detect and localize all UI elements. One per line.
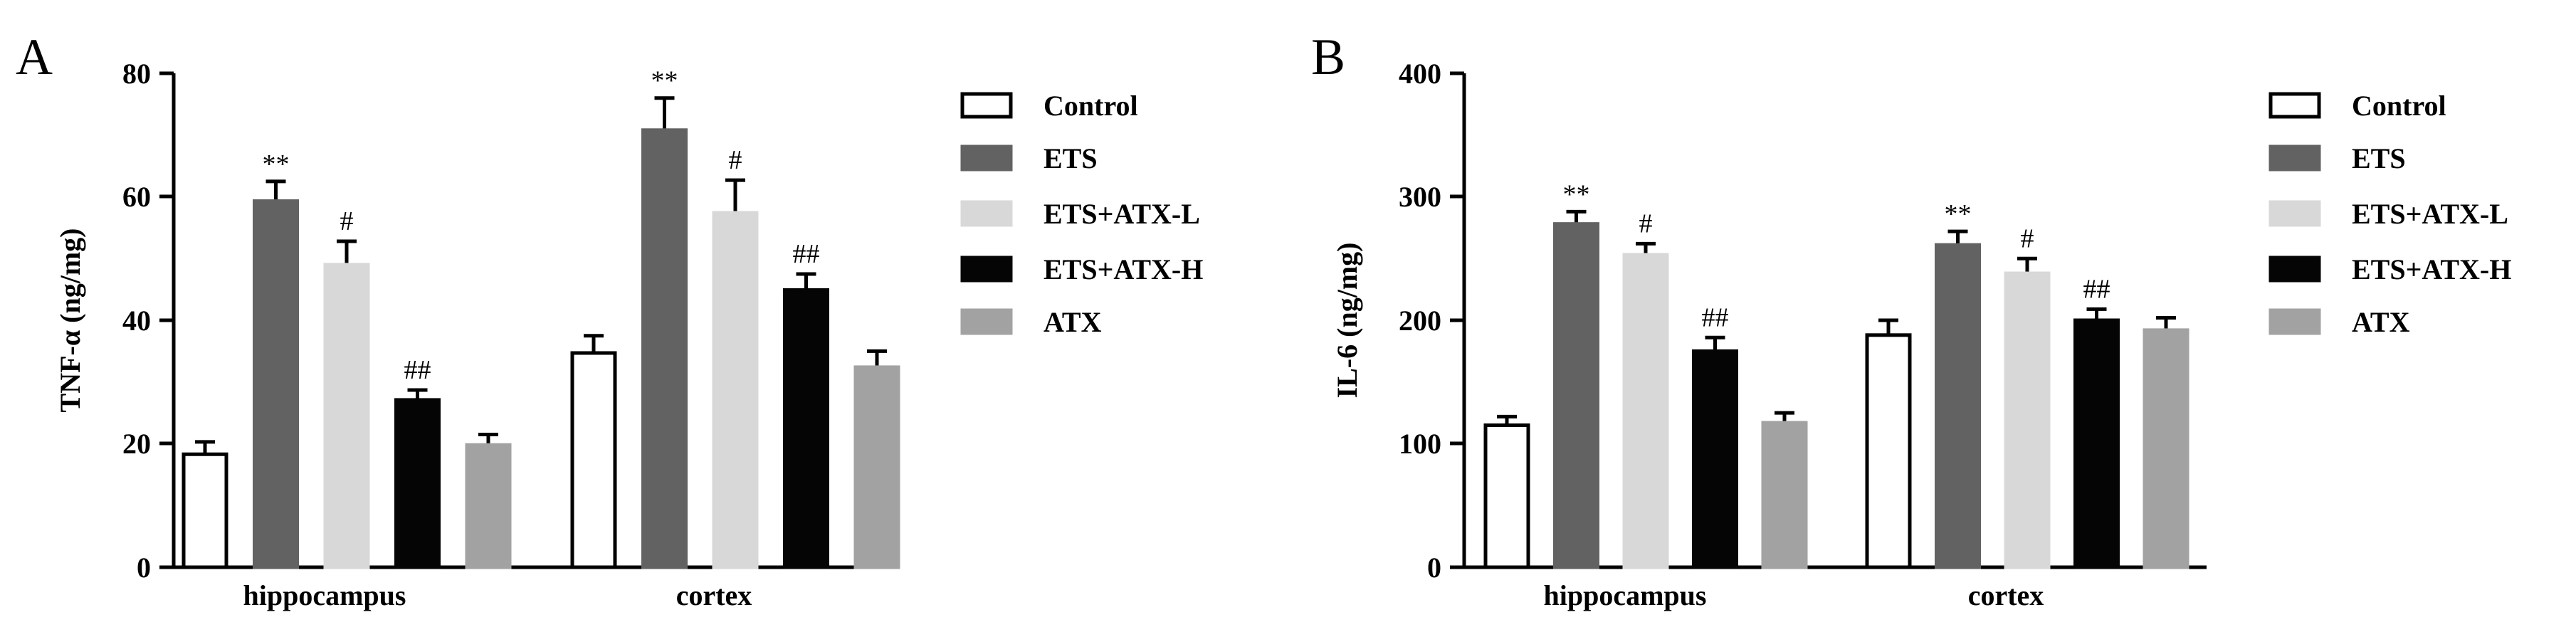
panel-b-legend-swatch-atx: [2269, 308, 2321, 335]
panel-a-cortex-ets-significance: **: [651, 66, 678, 96]
panel-b-ytick-label-1: 100: [1399, 428, 1441, 460]
panel-b-hippocampus-ets-bar: [1553, 222, 1599, 569]
panel-a-hippocampus-atx-bar: [465, 443, 512, 569]
panel-b-legend-label-ets: ETS: [2352, 142, 2406, 174]
panel-b-legend-swatch-ets-atx-l: [2269, 200, 2321, 227]
panel-b-legend-label-ets-atx-l: ETS+ATX-L: [2352, 198, 2508, 230]
panel-a-hippocampus-ets-atx-l-bar: [323, 263, 370, 569]
panel-b-cortex-ets-significance: **: [1945, 199, 1972, 229]
panel-b-hippocampus-atx-bar: [1761, 421, 1808, 569]
panel-a-legend-label-ets-atx-l: ETS+ATX-L: [1043, 198, 1200, 230]
panel-b-legend-swatch-control: [2269, 92, 2321, 119]
panel-a-ytick-label-0: 0: [137, 552, 151, 584]
panel-b-cortex-ets-atx-l-bar: [2004, 271, 2051, 569]
panel-a-cortex-ets-atx-l-bar: [712, 211, 759, 569]
panel-a-legend-swatch-ets-atx-h: [960, 256, 1013, 283]
panel-b-cortex-ets-atx-l-significance: #: [2021, 223, 2034, 253]
panel-a-cortex-ets-atx-l-significance: #: [729, 145, 742, 175]
panel-a-cortex-ets-atx-h-significance: ##: [793, 239, 820, 269]
panel-b-legend-label-control: Control: [2352, 90, 2446, 122]
panel-a-cortex-ets-bar: [641, 128, 688, 569]
panel-a-hippocampus-ets-bar: [253, 199, 299, 569]
panel-b-hippocampus-ets-atx-l-significance: #: [1639, 209, 1653, 238]
panel-a-hippocampus-ets-atx-h-significance: ##: [404, 355, 431, 385]
panel-b-category-label-hippocampus: hippocampus: [1544, 579, 1707, 611]
panel-a-category-label-cortex: cortex: [676, 579, 752, 611]
panel-b-legend-label-atx: ATX: [2352, 306, 2410, 338]
panel-b-cortex-ets-atx-h-significance: ##: [2083, 274, 2110, 304]
panel-a-legend-label-atx: ATX: [1043, 306, 1102, 338]
panel-b-hippocampus-ets-atx-h-significance: ##: [1702, 302, 1729, 332]
panel-b-ytick-label-2: 200: [1399, 305, 1441, 337]
panel-a-legend-label-ets-atx-h: ETS+ATX-H: [1043, 253, 1203, 285]
panel-b-legend-label-ets-atx-h: ETS+ATX-H: [2352, 253, 2511, 285]
panel-b-cortex-control-bar: [1865, 333, 1912, 569]
panel-b-bars: **###**###: [1483, 179, 2189, 569]
panel-b-legend: Control ETS ETS+ATX-L ETS+ATX-H ATX: [2269, 90, 2511, 338]
panel-a-legend-label-ets: ETS: [1043, 142, 1098, 174]
panel-b-hippocampus-ets-significance: **: [1563, 179, 1590, 209]
panel-a-legend-swatch-ets-atx-l: [960, 200, 1013, 227]
panel-b-cortex-ets-atx-h-bar: [2073, 318, 2120, 569]
panel-a-ytick-label-4: 80: [122, 58, 151, 90]
panel-a-legend-swatch-atx: [960, 308, 1013, 335]
panel-a-hippocampus-control-bar: [182, 452, 228, 569]
panel-a-y-axis-title: TNF-α (ng/mg): [54, 228, 86, 413]
panel-a-legend-label-control: Control: [1043, 90, 1138, 122]
panel-a-hippocampus-ets-atx-h-bar: [394, 398, 441, 569]
panel-a-hippocampus-ets-atx-l-significance: #: [340, 206, 354, 236]
panel-b-legend-swatch-ets: [2269, 144, 2321, 172]
panel-a-ytick-label-1: 20: [122, 428, 151, 460]
panel-b-ytick-label-3: 300: [1399, 181, 1441, 213]
panel-a-hippocampus-ets-significance: **: [263, 149, 290, 179]
panel-a-legend-swatch-control: [960, 92, 1013, 119]
panel-b-cortex-ets-bar: [1935, 243, 1981, 569]
panel-a-bars: **###**###: [182, 66, 900, 569]
panel-b-ytick-label-0: 0: [1427, 552, 1441, 584]
panel-a-cortex-ets-atx-h-bar: [783, 288, 829, 569]
panel-a-letter: A: [16, 28, 53, 85]
panel-b-hippocampus-control-bar: [1483, 423, 1530, 569]
panel-b-y-axis-title: IL-6 (ng/mg): [1331, 243, 1363, 399]
panel-b-category-label-cortex: cortex: [1968, 579, 2044, 611]
panel-b-hippocampus-ets-atx-l-bar: [1622, 253, 1669, 569]
panel-b-ytick-label-4: 400: [1399, 58, 1441, 90]
panel-b: B 0 100 200 300 400 IL-6 (ng/mg) **###**…: [1311, 28, 2511, 611]
panel-a-legend: Control ETS ETS+ATX-L ETS+ATX-H ATX: [960, 90, 1203, 338]
panel-b-legend-swatch-ets-atx-h: [2269, 256, 2321, 283]
panel-a-legend-swatch-ets: [960, 144, 1013, 172]
panel-a-category-label-hippocampus: hippocampus: [243, 579, 406, 611]
panel-b-hippocampus-ets-atx-h-bar: [1692, 349, 1738, 569]
panel-a-ytick-label-2: 40: [122, 305, 151, 337]
panel-a-cortex-control-bar: [570, 351, 617, 569]
panel-a: A 0 20 40 60 80 TNF-α (ng/mg) **###**###…: [16, 28, 1203, 611]
panel-a-ytick-label-3: 60: [122, 181, 151, 213]
panel-a-cortex-atx-bar: [853, 365, 900, 569]
panel-b-letter: B: [1311, 28, 1345, 85]
panel-b-cortex-atx-bar: [2143, 328, 2189, 569]
